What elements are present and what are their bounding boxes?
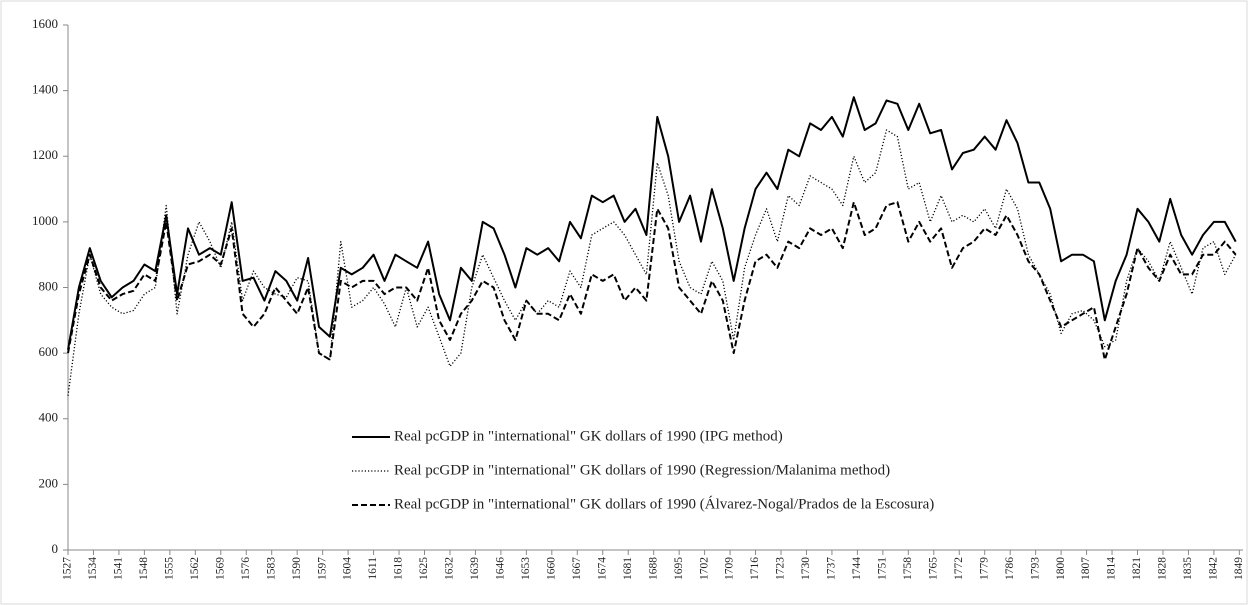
- x-tick-label: 1625: [418, 557, 430, 580]
- y-tick-label: 1600: [32, 16, 58, 31]
- y-tick-label: 400: [39, 410, 59, 425]
- x-tick-label: 1653: [520, 557, 532, 580]
- legend-label: Real pcGDP in "international" GK dollars…: [394, 428, 783, 444]
- x-tick-label: 1688: [647, 557, 659, 580]
- y-tick-label: 0: [52, 541, 59, 556]
- x-tick-label: 1814: [1106, 557, 1118, 580]
- x-tick-label: 1562: [189, 557, 201, 580]
- x-tick-label: 1590: [291, 557, 303, 580]
- x-tick-label: 1632: [444, 557, 456, 580]
- x-tick-label: 1639: [469, 557, 481, 580]
- x-tick-label: 1646: [495, 557, 507, 580]
- series-line: [67, 201, 1237, 361]
- x-tick-label: 1849: [1233, 557, 1245, 580]
- x-tick-label: 1660: [545, 557, 557, 580]
- x-tick-label: 1576: [240, 557, 252, 580]
- x-tick-label: 1695: [673, 557, 685, 580]
- x-tick-label: 1716: [749, 557, 761, 580]
- x-tick-label: 1744: [851, 557, 863, 580]
- x-tick-label: 1681: [622, 557, 634, 580]
- y-tick-label: 1000: [32, 213, 58, 228]
- series-line: [67, 129, 1237, 396]
- y-tick-label: 200: [39, 475, 59, 490]
- x-tick-label: 1611: [367, 557, 379, 580]
- x-tick-label: 1555: [163, 557, 175, 580]
- x-tick-label: 1737: [826, 557, 838, 580]
- x-tick-label: 1807: [1080, 557, 1092, 580]
- y-tick-label: 1400: [32, 82, 58, 97]
- x-tick-label: 1835: [1182, 557, 1194, 580]
- x-tick-label: 1583: [265, 557, 277, 580]
- x-tick-label: 1667: [571, 557, 583, 580]
- series-line: [67, 96, 1237, 350]
- x-tick-label: 1618: [393, 557, 405, 580]
- x-tick-label: 1842: [1208, 557, 1220, 580]
- x-tick-label: 1541: [113, 557, 125, 580]
- legend-label: Real pcGDP in "international" GK dollars…: [394, 495, 934, 512]
- x-tick-label: 1709: [724, 557, 736, 580]
- x-tick-label: 1548: [138, 557, 150, 580]
- x-tick-label: 1527: [62, 557, 74, 580]
- x-tick-label: 1730: [800, 557, 812, 580]
- x-tick-label: 1772: [953, 557, 965, 580]
- x-tick-label: 1597: [316, 557, 328, 580]
- legend-label: Real pcGDP in "international" GK dollars…: [394, 462, 890, 478]
- x-tick-label: 1779: [978, 557, 990, 580]
- x-tick-label: 1702: [698, 557, 710, 580]
- y-tick-label: 600: [39, 344, 59, 359]
- x-tick-label: 1674: [596, 557, 608, 580]
- x-tick-label: 1758: [902, 557, 914, 580]
- x-tick-label: 1604: [342, 557, 354, 580]
- x-tick-label: 1751: [877, 557, 889, 580]
- x-tick-label: 1723: [775, 557, 787, 580]
- x-tick-label: 1800: [1055, 557, 1067, 580]
- x-tick-label: 1765: [927, 557, 939, 580]
- x-tick-label: 1569: [214, 557, 226, 580]
- x-tick-label: 1821: [1131, 557, 1143, 580]
- y-tick-label: 1200: [32, 147, 58, 162]
- x-tick-label: 1793: [1029, 557, 1041, 580]
- x-tick-label: 1534: [87, 557, 99, 580]
- y-tick-label: 800: [39, 278, 59, 293]
- x-tick-label: 1828: [1157, 557, 1169, 580]
- x-tick-label: 1786: [1004, 557, 1016, 580]
